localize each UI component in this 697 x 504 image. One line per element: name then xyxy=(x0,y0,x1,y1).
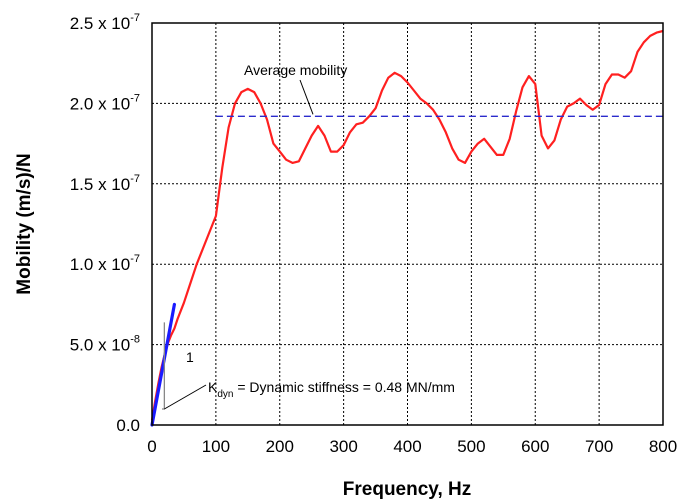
y-tick-label: 0.0 xyxy=(116,416,140,435)
kdyn-description: = Dynamic stiffness = 0.48 MN/mm xyxy=(233,379,454,395)
y-tick-exponent: -7 xyxy=(130,12,140,24)
y-tick-label: 1.0 x 10-7 xyxy=(70,253,140,274)
y-tick-label: 1.5 x 10-7 xyxy=(70,173,140,194)
y-tick-mantissa: 5.0 x 10 xyxy=(70,336,131,355)
y-tick-mantissa: 0.0 xyxy=(116,416,140,435)
x-tick-labels: 0 100 200 300 400 500 600 700 800 xyxy=(147,437,677,456)
x-tick-label: 300 xyxy=(329,437,357,456)
x-tick-label: 500 xyxy=(457,437,485,456)
x-tick-label: 200 xyxy=(266,437,294,456)
stiffness-slope-line xyxy=(150,302,176,427)
kdyn-leader-line xyxy=(164,384,207,410)
slope-one-label: 1 xyxy=(186,349,194,365)
kdyn-symbol: K xyxy=(208,379,218,395)
x-tick-label: 700 xyxy=(585,437,613,456)
y-tick-exponent: -7 xyxy=(130,253,140,265)
kdyn-label: Kdyn = Dynamic stiffness = 0.48 MN/mm xyxy=(208,379,455,400)
x-tick-label: 100 xyxy=(202,437,230,456)
grid-lines xyxy=(152,23,663,425)
y-tick-mantissa: 2.5 x 10 xyxy=(70,14,131,33)
x-tick-label: 600 xyxy=(521,437,549,456)
kdyn-subscript: dyn xyxy=(217,389,233,400)
x-axis-title: Frequency, Hz xyxy=(343,479,471,500)
plot-frame xyxy=(151,22,664,426)
y-tick-mantissa: 1.0 x 10 xyxy=(70,255,131,274)
x-tick-label: 800 xyxy=(649,437,677,456)
y-axis-title: Mobility (m/s)/N xyxy=(14,153,35,294)
y-tick-labels: 0.05.0 x 10-81.0 x 10-71.5 x 10-72.0 x 1… xyxy=(70,12,140,435)
average-leader-line xyxy=(299,79,314,115)
average-mobility-label: Average mobility xyxy=(244,62,347,78)
mobility-curve xyxy=(150,29,664,421)
y-tick-label: 5.0 x 10-8 xyxy=(70,334,140,355)
slope-triangle xyxy=(162,322,166,410)
y-tick-exponent: -8 xyxy=(130,334,140,346)
x-tick-label: 400 xyxy=(393,437,421,456)
y-tick-exponent: -7 xyxy=(130,92,140,104)
series-layer xyxy=(150,29,664,427)
y-tick-label: 2.5 x 10-7 xyxy=(70,12,140,33)
x-tick-label: 0 xyxy=(147,437,156,456)
y-tick-mantissa: 1.5 x 10 xyxy=(70,175,131,194)
y-tick-label: 2.0 x 10-7 xyxy=(70,92,140,113)
y-tick-exponent: -7 xyxy=(130,173,140,185)
annotation-layer: Average mobility 1 Kdyn = Dynamic stiffn… xyxy=(186,62,455,400)
y-tick-mantissa: 2.0 x 10 xyxy=(70,94,131,113)
